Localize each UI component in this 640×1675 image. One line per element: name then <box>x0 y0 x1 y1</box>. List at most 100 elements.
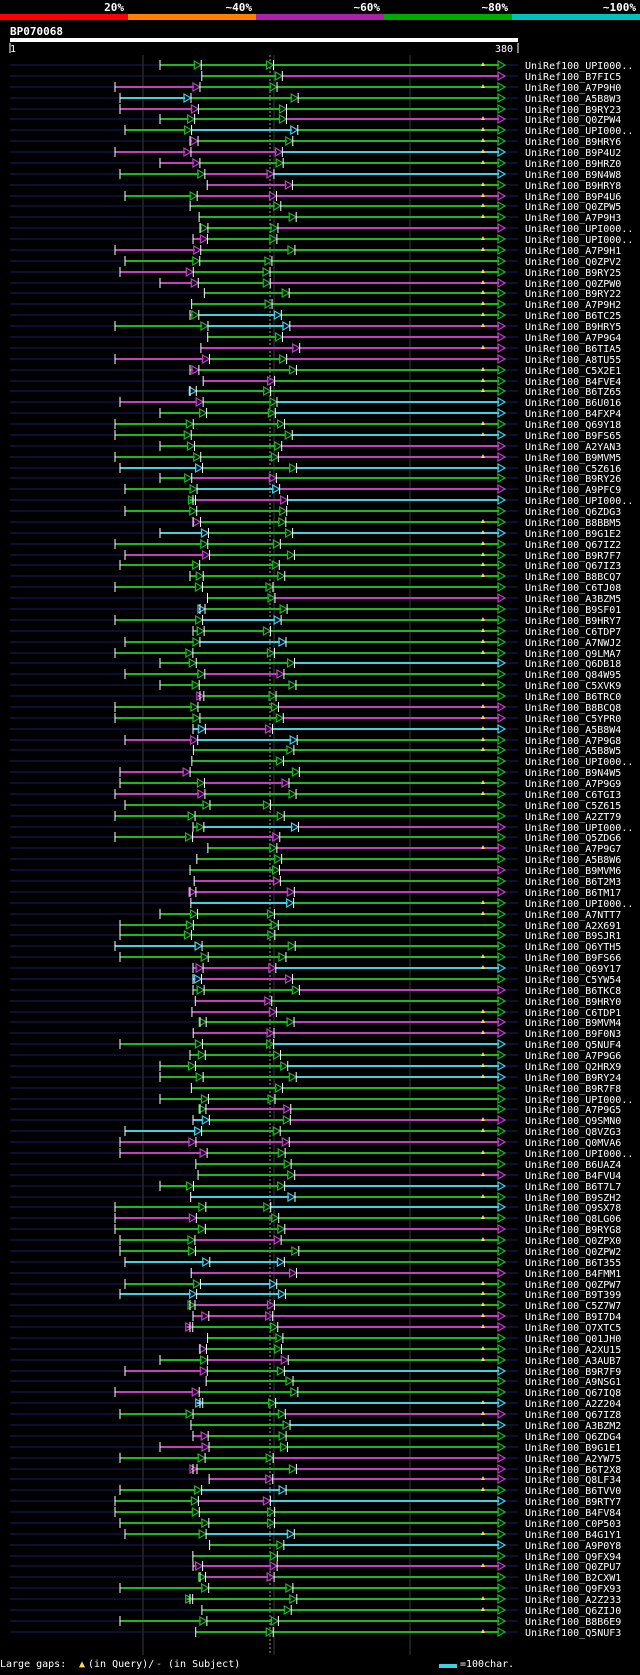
subject-label[interactable]: UniRef100_Q69Y18 <box>525 420 621 431</box>
subject-label[interactable]: UniRef100_B8BCQ8 <box>525 703 621 714</box>
subject-label[interactable]: UniRef100_B9FS66 <box>525 953 621 964</box>
subject-label[interactable]: UniRef100_B6TRC0 <box>525 692 621 703</box>
subject-label[interactable]: UniRef100_B4FVU4 <box>525 1171 621 1182</box>
subject-label[interactable]: UniRef100_B6TKC8 <box>525 986 621 997</box>
subject-label[interactable]: UniRef100_B9HRY5 <box>525 322 621 333</box>
subject-label[interactable]: UniRef100_UPI000.. <box>525 224 633 235</box>
subject-label[interactable]: UniRef100_A5B8W4 <box>525 725 621 736</box>
subject-label[interactable]: UniRef100_Q6YTH5 <box>525 942 621 953</box>
subject-label[interactable]: UniRef100_A7P9G6 <box>525 1051 621 1062</box>
subject-label[interactable]: UniRef100_B9FS65 <box>525 431 621 442</box>
subject-label[interactable]: UniRef100_B9I7D4 <box>525 1312 621 1323</box>
subject-label[interactable]: UniRef100_A2Z204 <box>525 1399 621 1410</box>
subject-label[interactable]: UniRef100_C5YW54 <box>525 975 621 986</box>
subject-label[interactable]: UniRef100_A9P0Y8 <box>525 1541 621 1552</box>
subject-label[interactable]: UniRef100_C5X2E1 <box>525 366 621 377</box>
subject-label[interactable]: UniRef100_C0P503 <box>525 1519 621 1530</box>
subject-label[interactable]: UniRef100_Q7XTC5 <box>525 1323 621 1334</box>
subject-label[interactable]: UniRef100_Q5NUF4 <box>525 1040 621 1051</box>
subject-label[interactable]: UniRef100_A5B8W3 <box>525 94 621 105</box>
subject-label[interactable]: UniRef100_B4FMM1 <box>525 1269 621 1280</box>
subject-label[interactable]: UniRef100_B9RY25 <box>525 268 621 279</box>
subject-label[interactable]: UniRef100_B9RYG8 <box>525 1225 621 1236</box>
subject-label[interactable]: UniRef100_Q9LMA7 <box>525 649 621 660</box>
subject-label[interactable]: UniRef100_B9RY26 <box>525 474 621 485</box>
subject-label[interactable]: UniRef100_A5B8W6 <box>525 855 621 866</box>
subject-label[interactable]: UniRef100_B8BCQ7 <box>525 572 621 583</box>
subject-label[interactable]: UniRef100_B8BBM5 <box>525 518 621 529</box>
subject-label[interactable]: UniRef100_B4FXP4 <box>525 409 621 420</box>
subject-label[interactable]: UniRef100_B6T355 <box>525 1258 621 1269</box>
subject-label[interactable]: UniRef100_C5Z616 <box>525 464 621 475</box>
subject-label[interactable]: UniRef100_Q6DB18 <box>525 659 621 670</box>
subject-label[interactable]: UniRef100_B6TC25 <box>525 311 621 322</box>
subject-label[interactable]: UniRef100_B9T399 <box>525 1290 621 1301</box>
subject-label[interactable]: UniRef100_Q67IZ8 <box>525 1410 621 1421</box>
subject-label[interactable]: UniRef100_B9HRY8 <box>525 181 621 192</box>
subject-label[interactable]: UniRef100_A2Z233 <box>525 1595 621 1606</box>
subject-label[interactable]: UniRef100_Q67IZ2 <box>525 540 621 551</box>
subject-label[interactable]: UniRef100_A7P9H2 <box>525 300 621 311</box>
subject-label[interactable]: UniRef100_B9G1E2 <box>525 529 621 540</box>
subject-label[interactable]: UniRef100_C5Z615 <box>525 801 621 812</box>
subject-label[interactable]: UniRef100_Q9FX94 <box>525 1552 621 1563</box>
subject-label[interactable]: UniRef100_C6TGI3 <box>525 790 621 801</box>
subject-label[interactable]: UniRef100_Q84W95 <box>525 670 621 681</box>
subject-label[interactable]: UniRef100_C5YPR0 <box>525 714 621 725</box>
subject-label[interactable]: UniRef100_UPI000.. <box>525 126 633 137</box>
subject-label[interactable]: UniRef100_A2YAN3 <box>525 442 621 453</box>
subject-label[interactable]: UniRef100_A2X691 <box>525 921 621 932</box>
subject-label[interactable]: UniRef100_A2XU15 <box>525 1345 621 1356</box>
subject-label[interactable]: UniRef100_B4FV84 <box>525 1508 621 1519</box>
subject-label[interactable]: UniRef100_UPI000.. <box>525 1095 633 1106</box>
subject-label[interactable]: UniRef100_Q5ZDG6 <box>525 833 621 844</box>
subject-label[interactable]: UniRef100_A3AUB7 <box>525 1356 621 1367</box>
subject-label[interactable]: UniRef100_B2CXW1 <box>525 1573 621 1584</box>
subject-label[interactable]: UniRef100_Q0ZPV2 <box>525 257 621 268</box>
subject-label[interactable]: UniRef100_B6TVV0 <box>525 1486 621 1497</box>
subject-label[interactable]: UniRef100_C6TDP7 <box>525 627 621 638</box>
subject-label[interactable]: UniRef100_A7P9G9 <box>525 779 621 790</box>
subject-label[interactable]: UniRef100_B9RY23 <box>525 105 621 116</box>
subject-label[interactable]: UniRef100_Q0ZPW4 <box>525 115 621 126</box>
subject-label[interactable]: UniRef100_B9G1E1 <box>525 1443 621 1454</box>
subject-label[interactable]: UniRef100_UPI000.. <box>525 496 633 507</box>
subject-label[interactable]: UniRef100_Q01JH0 <box>525 1334 621 1345</box>
subject-label[interactable]: UniRef100_Q0ZPW7 <box>525 1280 621 1291</box>
subject-label[interactable]: UniRef100_UPI000.. <box>525 899 633 910</box>
subject-label[interactable]: UniRef100_A9PFC9 <box>525 485 621 496</box>
subject-label[interactable]: UniRef100_B6U016 <box>525 398 621 409</box>
subject-label[interactable]: UniRef100_B7FIC5 <box>525 72 621 83</box>
subject-label[interactable]: UniRef100_B9F0N3 <box>525 1029 621 1040</box>
subject-label[interactable]: UniRef100_UPI000.. <box>525 1149 633 1160</box>
subject-label[interactable]: UniRef100_B6TIA5 <box>525 344 621 355</box>
subject-label[interactable]: UniRef100_B9N4W8 <box>525 170 621 181</box>
subject-label[interactable]: UniRef100_A7P9G5 <box>525 1105 621 1116</box>
subject-label[interactable]: UniRef100_B9SF01 <box>525 605 621 616</box>
subject-label[interactable]: UniRef100_Q9SX78 <box>525 1203 621 1214</box>
subject-label[interactable]: UniRef100_Q2HRX9 <box>525 1062 621 1073</box>
subject-label[interactable]: UniRef100_C5Z7W7 <box>525 1301 621 1312</box>
subject-label[interactable]: UniRef100_Q0ZPW5 <box>525 202 621 213</box>
subject-label[interactable]: UniRef100_Q8LG06 <box>525 1214 621 1225</box>
subject-label[interactable]: UniRef100_B9RTY7 <box>525 1497 621 1508</box>
subject-label[interactable]: UniRef100_B9R7F7 <box>525 551 621 562</box>
subject-label[interactable]: UniRef100_B9RY22 <box>525 289 621 300</box>
subject-label[interactable]: UniRef100_Q0ZPW0 <box>525 279 621 290</box>
subject-label[interactable]: UniRef100_B6T7L7 <box>525 1182 621 1193</box>
subject-label[interactable]: UniRef100_A7P9H3 <box>525 213 621 224</box>
subject-label[interactable]: UniRef100_B9P4U2 <box>525 148 621 159</box>
subject-label[interactable]: UniRef100_B6T2M3 <box>525 877 621 888</box>
subject-label[interactable]: UniRef100_B9N4W5 <box>525 768 621 779</box>
subject-label[interactable]: UniRef100_Q9FX93 <box>525 1584 621 1595</box>
subject-label[interactable]: UniRef100_Q67IQ8 <box>525 1388 621 1399</box>
subject-label[interactable]: UniRef100_A2YW75 <box>525 1454 621 1465</box>
subject-label[interactable]: UniRef100_B9HRY7 <box>525 616 621 627</box>
subject-label[interactable]: UniRef100_B4FVE4 <box>525 377 621 388</box>
subject-label[interactable]: UniRef100_A3BZM2 <box>525 1421 621 1432</box>
subject-label[interactable]: UniRef100_A7NWJ2 <box>525 638 621 649</box>
subject-label[interactable]: UniRef100_UPI000.. <box>525 61 633 72</box>
subject-label[interactable]: UniRef100_B6TZ65 <box>525 387 621 398</box>
subject-label[interactable]: UniRef100_Q6ZDG3 <box>525 507 621 518</box>
subject-label[interactable]: UniRef100_Q0MVA6 <box>525 1138 621 1149</box>
